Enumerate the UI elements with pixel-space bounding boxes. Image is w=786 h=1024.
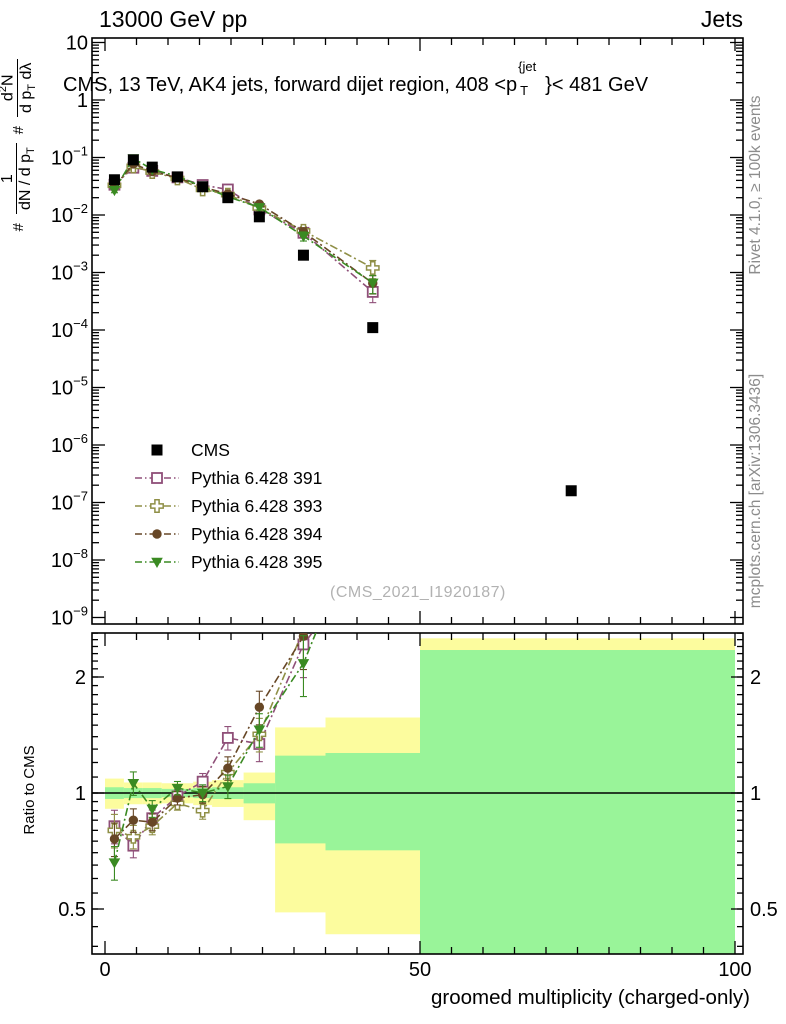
svg-text:50: 50 <box>409 959 431 981</box>
axis-ticks <box>92 38 743 954</box>
legend-item-pythia-391: Pythia 6.428 391 <box>133 464 322 492</box>
pythia-393-marker-icon <box>135 499 179 513</box>
svg-text:10: 10 <box>66 33 88 55</box>
ratio-y-tick-labels: 2 2 1 1 0.5 0.5 <box>58 667 778 921</box>
fraction-2: d2Nd pT dλ <box>0 58 39 117</box>
pt-superscript-stack: {jet T <box>517 59 545 98</box>
hash-symbol: # <box>9 125 27 135</box>
uncertainty-bands <box>105 638 735 954</box>
legend-item-cms: CMS <box>133 436 322 464</box>
main-y-tick-labels: 10 1 10−1 10−2 10−3 10−4 10−5 10−6 10−7 10−8 10−9 <box>51 33 88 630</box>
svg-text:10−9: 10−9 <box>51 604 88 630</box>
analysis-label: Jets <box>700 6 743 32</box>
pt-jet-superscript: {jet <box>518 59 537 74</box>
pythia-394-marker-icon <box>135 529 179 539</box>
ratio-series-Pythia-6-428-394 <box>109 633 309 858</box>
svg-text:2: 2 <box>75 667 86 689</box>
svg-text:10−4: 10−4 <box>51 316 88 342</box>
rivet-version-note: Rivet 4.1.0, ≥ 100k events <box>747 95 764 275</box>
beam-energy-label: 13000 GeV pp <box>99 6 248 32</box>
legend-item-pythia-395: Pythia 6.428 395 <box>133 548 322 576</box>
svg-text:0.5: 0.5 <box>750 899 778 921</box>
x-axis-title: groomed multiplicity (charged-only) <box>430 986 750 1009</box>
svg-text:10−6: 10−6 <box>51 431 88 457</box>
pythia-391-marker-icon <box>135 472 179 484</box>
svg-text:0: 0 <box>99 959 110 981</box>
main-y-axis-title: # 1dN / d pT # d2Nd pT dλ <box>0 30 39 260</box>
ratio-series-Pythia-6-428-395 <box>108 633 317 881</box>
svg-text:10−7: 10−7 <box>51 489 88 515</box>
cms-marker-icon <box>151 444 163 456</box>
mcplots-arxiv-note: mcplots.cern.ch [arXiv:1306.3436] <box>747 373 764 609</box>
legend-item-pythia-394: Pythia 6.428 394 <box>133 520 322 548</box>
ratio-y-axis-title: Ratio to CMS <box>21 745 38 835</box>
svg-text:2: 2 <box>750 667 761 689</box>
pt-t-subscript: T <box>520 83 529 98</box>
svg-text:10−2: 10−2 <box>51 201 88 227</box>
svg-text:1: 1 <box>750 783 761 805</box>
cms-data-points <box>108 154 577 497</box>
legend: CMS Pythia 6.428 391 Pythia 6.428 393 Py… <box>133 436 322 576</box>
band-green <box>105 650 735 954</box>
svg-text:0.5: 0.5 <box>58 899 86 921</box>
svg-text:1: 1 <box>77 90 88 112</box>
x-tick-labels: 0 50 100 <box>99 959 751 981</box>
main-series-Pythia-6-428-393 <box>107 159 380 280</box>
svg-text:10−3: 10−3 <box>51 259 88 285</box>
plot-title: CMS, 13 TeV, AK4 jets, forward dijet reg… <box>63 59 649 98</box>
main-panel-frame <box>91 37 744 625</box>
plot-title-suffix: }< 481 GeV <box>545 74 649 96</box>
svg-text:100: 100 <box>718 959 751 981</box>
pythia-395-marker-icon <box>135 557 179 568</box>
main-series-Pythia-6-428-391 <box>108 161 379 304</box>
hash-symbol: # <box>9 223 27 232</box>
fraction-1: 1 dN / d pT <box>0 143 37 215</box>
svg-text:10−8: 10−8 <box>51 546 88 572</box>
plot-title-prefix: CMS, 13 TeV, AK4 jets, forward dijet reg… <box>63 74 518 96</box>
svg-text:10−5: 10−5 <box>51 374 88 400</box>
svg-text:10−1: 10−1 <box>51 144 88 170</box>
analysis-id-watermark: (CMS_2021_I1920187) <box>330 584 506 601</box>
legend-item-pythia-393: Pythia 6.428 393 <box>133 492 322 520</box>
main-series-Pythia-6-428-394 <box>109 159 378 295</box>
svg-text:1: 1 <box>75 783 86 805</box>
